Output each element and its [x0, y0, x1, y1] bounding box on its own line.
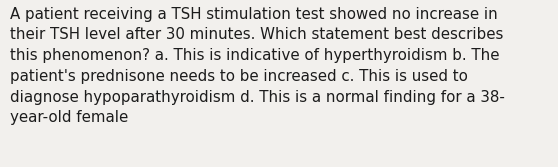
Text: A patient receiving a TSH stimulation test showed no increase in
their TSH level: A patient receiving a TSH stimulation te… [10, 7, 505, 125]
